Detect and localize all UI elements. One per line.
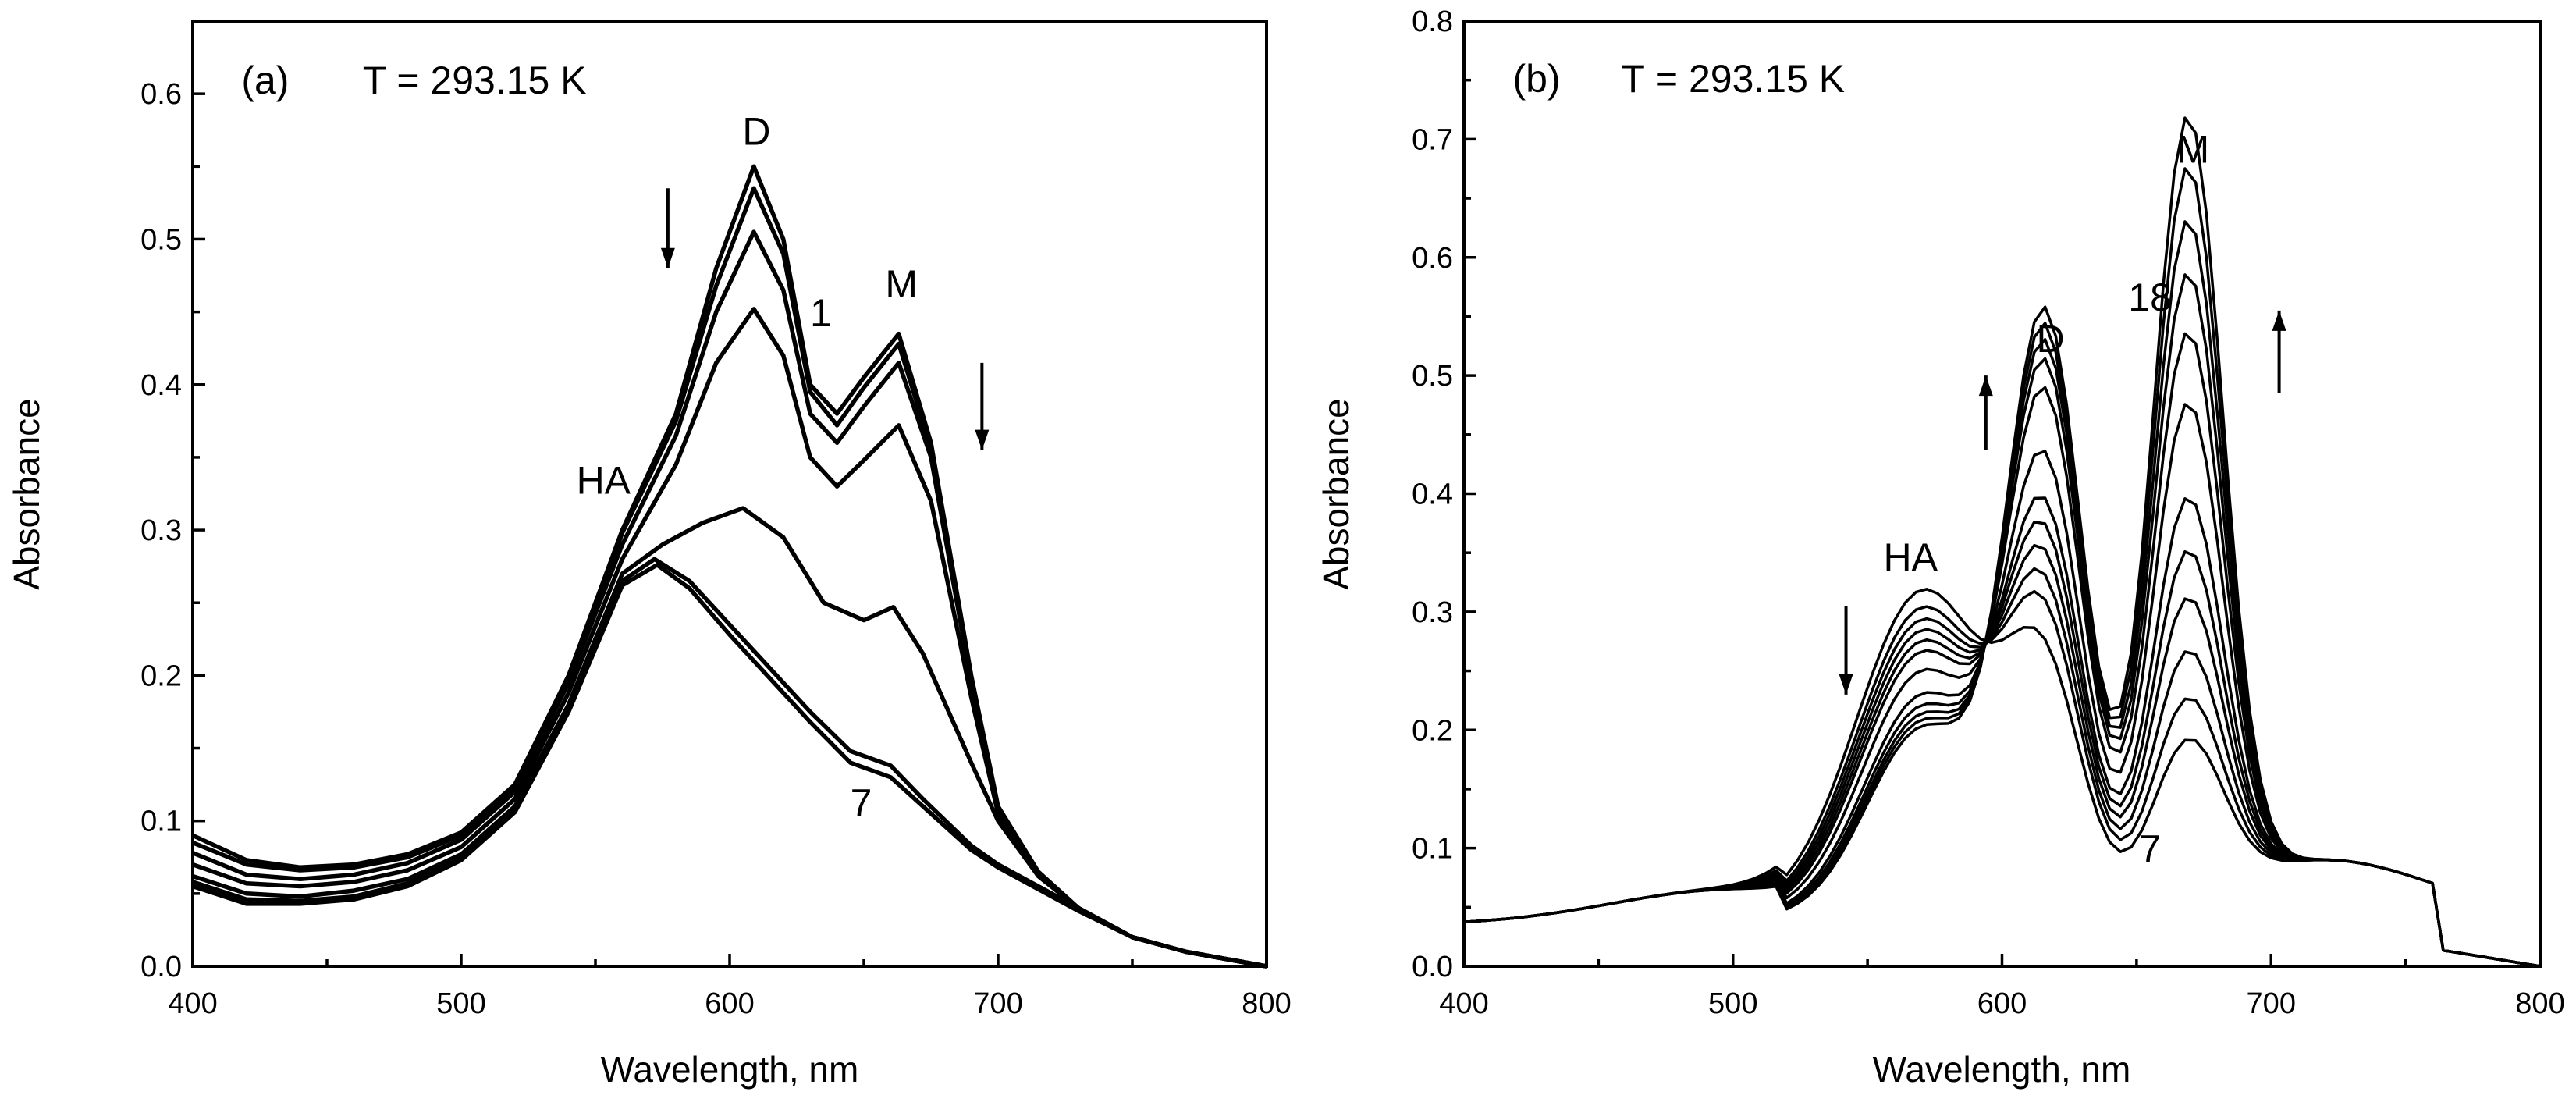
spectrum-14 (1463, 332, 2541, 968)
x-tick-label: 800 (1242, 987, 1291, 1020)
arrow-down (1839, 606, 1853, 695)
panel-a: 0.0 0.1 0.2 0.3 0.4 0.5 0.6 400 500 600 700 800 (a… (6, 20, 1292, 1090)
spectrum-2 (191, 186, 1267, 969)
arrow-down (660, 188, 675, 268)
panel-a-arrows (660, 188, 990, 450)
y-tick-label: 0.6 (140, 78, 182, 111)
y-tick-label: 0.2 (1412, 714, 1453, 747)
panel-a-annotations: (a) T = 293.15 K D M 1 HA 7 (241, 59, 918, 825)
x-tick-label: 500 (1708, 987, 1757, 1020)
x-tick-label: 600 (1977, 987, 2027, 1020)
annotation-label: HA (577, 459, 631, 503)
panel-b-x-axis-title: Wavelength, nm (1873, 1049, 2131, 1090)
panel-b-spectra (1463, 116, 2541, 968)
panel-b-y-ticks: 0.0 0.1 0.2 0.3 0.4 0.5 0.6 0.7 0.8 (1412, 5, 1476, 983)
x-tick-label: 500 (436, 987, 485, 1020)
x-tick-label: 600 (705, 987, 754, 1020)
y-tick-label: 0.4 (140, 369, 182, 402)
panel-a-x-axis-title: Wavelength, nm (601, 1049, 859, 1090)
spectrum-18 (1463, 116, 2541, 968)
panel-a-y-ticks: 0.0 0.1 0.2 0.3 0.4 0.5 0.6 (140, 78, 205, 983)
y-tick-label: 0.8 (1412, 5, 1453, 38)
spectrum-16 (1463, 220, 2541, 968)
annotation-label: HA (1884, 535, 1938, 579)
y-tick-label: 0.3 (140, 514, 182, 547)
y-tick-label: 0.2 (140, 660, 182, 692)
panel-a-spectra (191, 164, 1267, 969)
spectrum-6 (192, 557, 1267, 969)
annotation-label: 7 (2139, 827, 2161, 871)
arrow-up (2272, 310, 2286, 393)
spectrum-8 (1463, 589, 2541, 968)
annotation-label: M (885, 262, 918, 306)
panel-b-x-ticks: 400 500 600 700 800 (1439, 954, 2565, 1020)
y-tick-label: 0.5 (1412, 360, 1453, 393)
annotation-label: T = 293.15 K (1621, 57, 1845, 101)
arrow-down (975, 362, 990, 450)
annotation-label: 1 (810, 291, 832, 335)
x-tick-label: 800 (2515, 987, 2564, 1020)
annotation-label: M (2176, 128, 2209, 172)
panel-b-y-axis-title: Absorbance (1316, 398, 1356, 590)
x-tick-label: 400 (168, 987, 217, 1020)
y-tick-label: 0.7 (1412, 123, 1453, 156)
panel-b-plot-frame (1462, 20, 2542, 968)
arrow-up (1978, 375, 1993, 450)
panel-b-arrows (1839, 310, 2286, 695)
spectrum-13 (1463, 403, 2541, 968)
panel-b-annotations: (b) T = 293.15 K M 18 D HA 7 (1513, 57, 2210, 871)
spectrum-7 (1463, 588, 2541, 968)
spectrum-5 (192, 506, 1267, 969)
spectrum-7 (192, 563, 1267, 969)
y-tick-label: 0.6 (1412, 242, 1453, 275)
y-tick-label: 0.0 (140, 951, 182, 983)
y-tick-label: 0.3 (1412, 596, 1453, 629)
y-tick-label: 0.1 (140, 805, 182, 838)
y-tick-label: 0.1 (1412, 833, 1453, 866)
annotation-label: D (2037, 317, 2065, 361)
x-tick-label: 400 (1439, 987, 1488, 1020)
annotation-label: D (742, 109, 770, 153)
panel-a-x-ticks: 400 500 600 700 800 (168, 954, 1292, 1020)
annotation-label: (a) (241, 59, 289, 102)
y-tick-label: 0.4 (1412, 478, 1453, 511)
y-tick-label: 0.5 (140, 223, 182, 256)
annotation-label: (b) (1513, 57, 1561, 101)
annotation-label: T = 293.15 K (363, 59, 587, 102)
panel-b: 0.0 0.1 0.2 0.3 0.4 0.5 0.6 0.7 0.8 400 500 600 700… (1316, 5, 2565, 1090)
x-tick-label: 700 (973, 987, 1022, 1020)
y-tick-label: 0.0 (1412, 951, 1453, 983)
panel-a-y-axis-title: Absorbance (6, 398, 47, 590)
panel-a-plot-frame (191, 20, 1268, 968)
annotation-label: 7 (851, 781, 872, 825)
x-tick-label: 700 (2247, 987, 2296, 1020)
annotation-label: 18 (2128, 276, 2172, 319)
